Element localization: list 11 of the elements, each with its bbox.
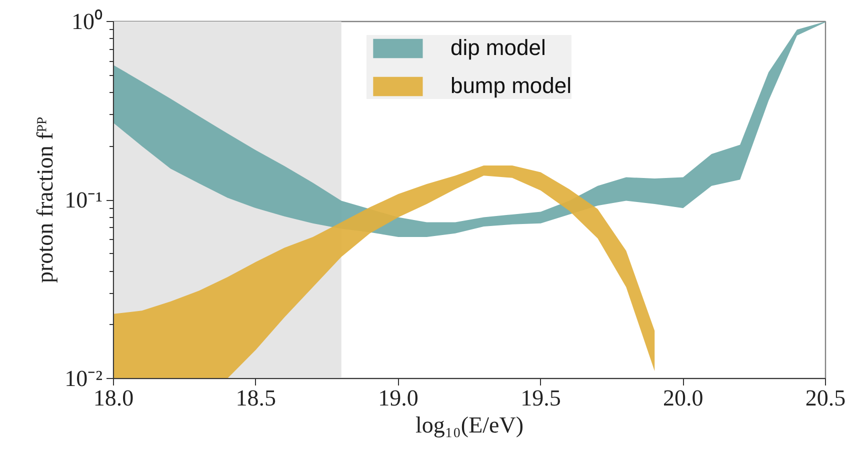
y-tick-label: 10⁰ [72, 9, 102, 34]
x-tick-label: 19.5 [520, 386, 561, 410]
x-tick-label: 20.5 [805, 386, 846, 410]
legend-label: bump model [450, 73, 572, 99]
y-tick-label: 10⁻¹ [64, 188, 103, 212]
x-axis-title: log₁₀(E/eV) [416, 412, 524, 438]
x-tick-label: 18.5 [236, 386, 276, 410]
y-axis-title: proton fraction fᴾᴾ [32, 116, 58, 283]
x-tick-label: 20.0 [662, 386, 704, 410]
legend-label: dip model [450, 35, 546, 61]
x-tick-label: 19.0 [378, 386, 418, 410]
